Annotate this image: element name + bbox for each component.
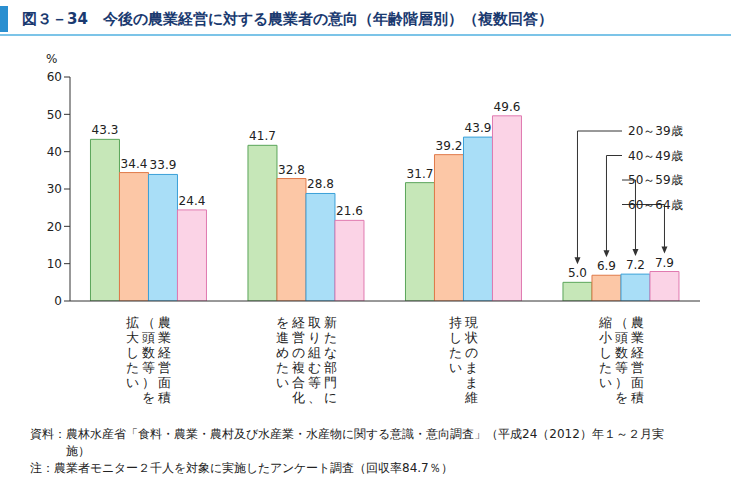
svg-text:21.6: 21.6: [336, 204, 363, 218]
svg-text:（頭数等）を: （頭数等）を: [615, 315, 628, 405]
svg-text:新たな部門に: 新たな部門に: [324, 315, 337, 405]
html-text:図３－34 今後の農業経営に対する農業者の意向（年齢階層別）: 図３－34 今後の農業経営に対する農業者の意向（年齢階層別）（複数回答）: [22, 9, 553, 28]
svg-text:43.9: 43.9: [465, 121, 492, 135]
svg-text:60: 60: [47, 70, 62, 84]
svg-text:41.7: 41.7: [249, 129, 276, 143]
svg-text:取り組む等、: 取り組む等、: [307, 315, 321, 405]
svg-text:34.4: 34.4: [121, 157, 148, 171]
svg-text:40～49歳: 40～49歳: [628, 149, 683, 163]
svg-text:50～59歳: 50～59歳: [628, 173, 683, 187]
svg-text:33.9: 33.9: [150, 158, 177, 172]
svg-text:32.8: 32.8: [278, 163, 305, 177]
svg-text:7.2: 7.2: [626, 258, 645, 272]
svg-text:60～64歳: 60～64歳: [628, 198, 683, 212]
svg-text:40: 40: [47, 145, 62, 159]
svg-text:28.8: 28.8: [307, 177, 334, 191]
svg-text:49.6: 49.6: [494, 100, 521, 114]
svg-text:20: 20: [47, 220, 62, 234]
svg-text:（頭数等）を: （頭数等）を: [142, 315, 155, 405]
svg-text:31.7: 31.7: [407, 167, 434, 181]
svg-text:7.9: 7.9: [655, 256, 674, 270]
svg-text:持したい: 持したい: [449, 315, 462, 375]
svg-text:0: 0: [54, 294, 62, 308]
html-text:資料：農林水産省「食料・農業・農村及び水産業・水産物に関する: 資料：農林水産省「食料・農業・農村及び水産業・水産物に関する意識・意向調査」（平…: [30, 427, 664, 458]
svg-text:20～39歳: 20～39歳: [628, 124, 683, 138]
html-text:注：農業者モニター２千人を対象に実施したアンケート調査（回収: 注：農業者モニター２千人を対象に実施したアンケート調査（回収率84.7％）: [30, 461, 453, 475]
svg-text:10: 10: [47, 257, 62, 271]
svg-text:50: 50: [47, 108, 62, 122]
svg-text:経営の複合化: 経営の複合化: [291, 315, 305, 405]
svg-text:現状のまま維: 現状のまま維: [464, 315, 478, 405]
svg-text:5.0: 5.0: [568, 266, 587, 280]
svg-text:縮小したい: 縮小したい: [598, 315, 612, 390]
svg-text:6.9: 6.9: [597, 259, 616, 273]
svg-text:を進めたい: を進めたい: [276, 315, 289, 390]
svg-text:43.3: 43.3: [92, 123, 119, 137]
svg-text:拡大したい: 拡大したい: [126, 315, 139, 390]
svg-text:30: 30: [47, 182, 62, 196]
svg-text:農業経営面積: 農業経営面積: [157, 315, 171, 405]
svg-text:39.2: 39.2: [436, 139, 463, 153]
svg-text:24.4: 24.4: [179, 194, 206, 208]
svg-text:農業経営面積: 農業経営面積: [630, 315, 644, 405]
